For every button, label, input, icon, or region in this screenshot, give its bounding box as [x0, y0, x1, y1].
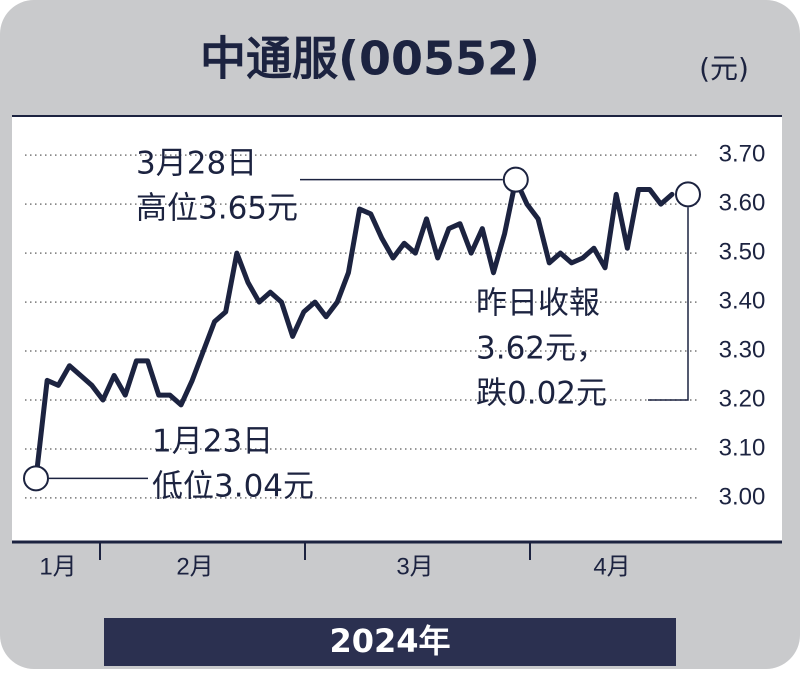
y-tick-label: 3.40 [719, 287, 766, 314]
y-tick-label: 3.00 [719, 483, 766, 510]
annotation-text: 1月23日 [152, 424, 273, 460]
y-tick-label: 3.20 [719, 385, 766, 412]
annotation-text: 3.62元， [476, 331, 607, 367]
annotation-marker [502, 166, 529, 193]
annotation-marker [675, 181, 701, 208]
leader-line [648, 207, 689, 401]
x-tick-label: 2月 [176, 553, 213, 580]
y-tick-label: 3.50 [719, 238, 766, 265]
y-tick-label: 3.60 [719, 189, 766, 216]
y-tick-label: 3.70 [719, 141, 766, 168]
annotation-marker [23, 465, 49, 492]
annotation-text: 昨日收報 [476, 286, 600, 322]
annotation-text: 低位3.04元 [152, 469, 314, 505]
plot-area [12, 116, 782, 542]
y-tick-label: 3.10 [719, 434, 766, 461]
x-tick-label: 1月 [39, 553, 76, 580]
y-tick-label: 3.30 [719, 336, 766, 363]
x-tick-label: 3月 [396, 553, 433, 580]
annotation-text: 高位3.65元 [136, 191, 298, 227]
chart-title: 中通服(00552) [200, 32, 540, 86]
price-line [33, 177, 675, 481]
annotation-text: 跌0.02元 [476, 376, 607, 412]
x-tick-label: 4月 [593, 553, 630, 580]
annotation-text: 3月28日 [136, 146, 257, 182]
year-band [104, 618, 676, 666]
unit-label: (元) [699, 52, 749, 85]
x-axis-title: 2024年 [329, 622, 450, 660]
